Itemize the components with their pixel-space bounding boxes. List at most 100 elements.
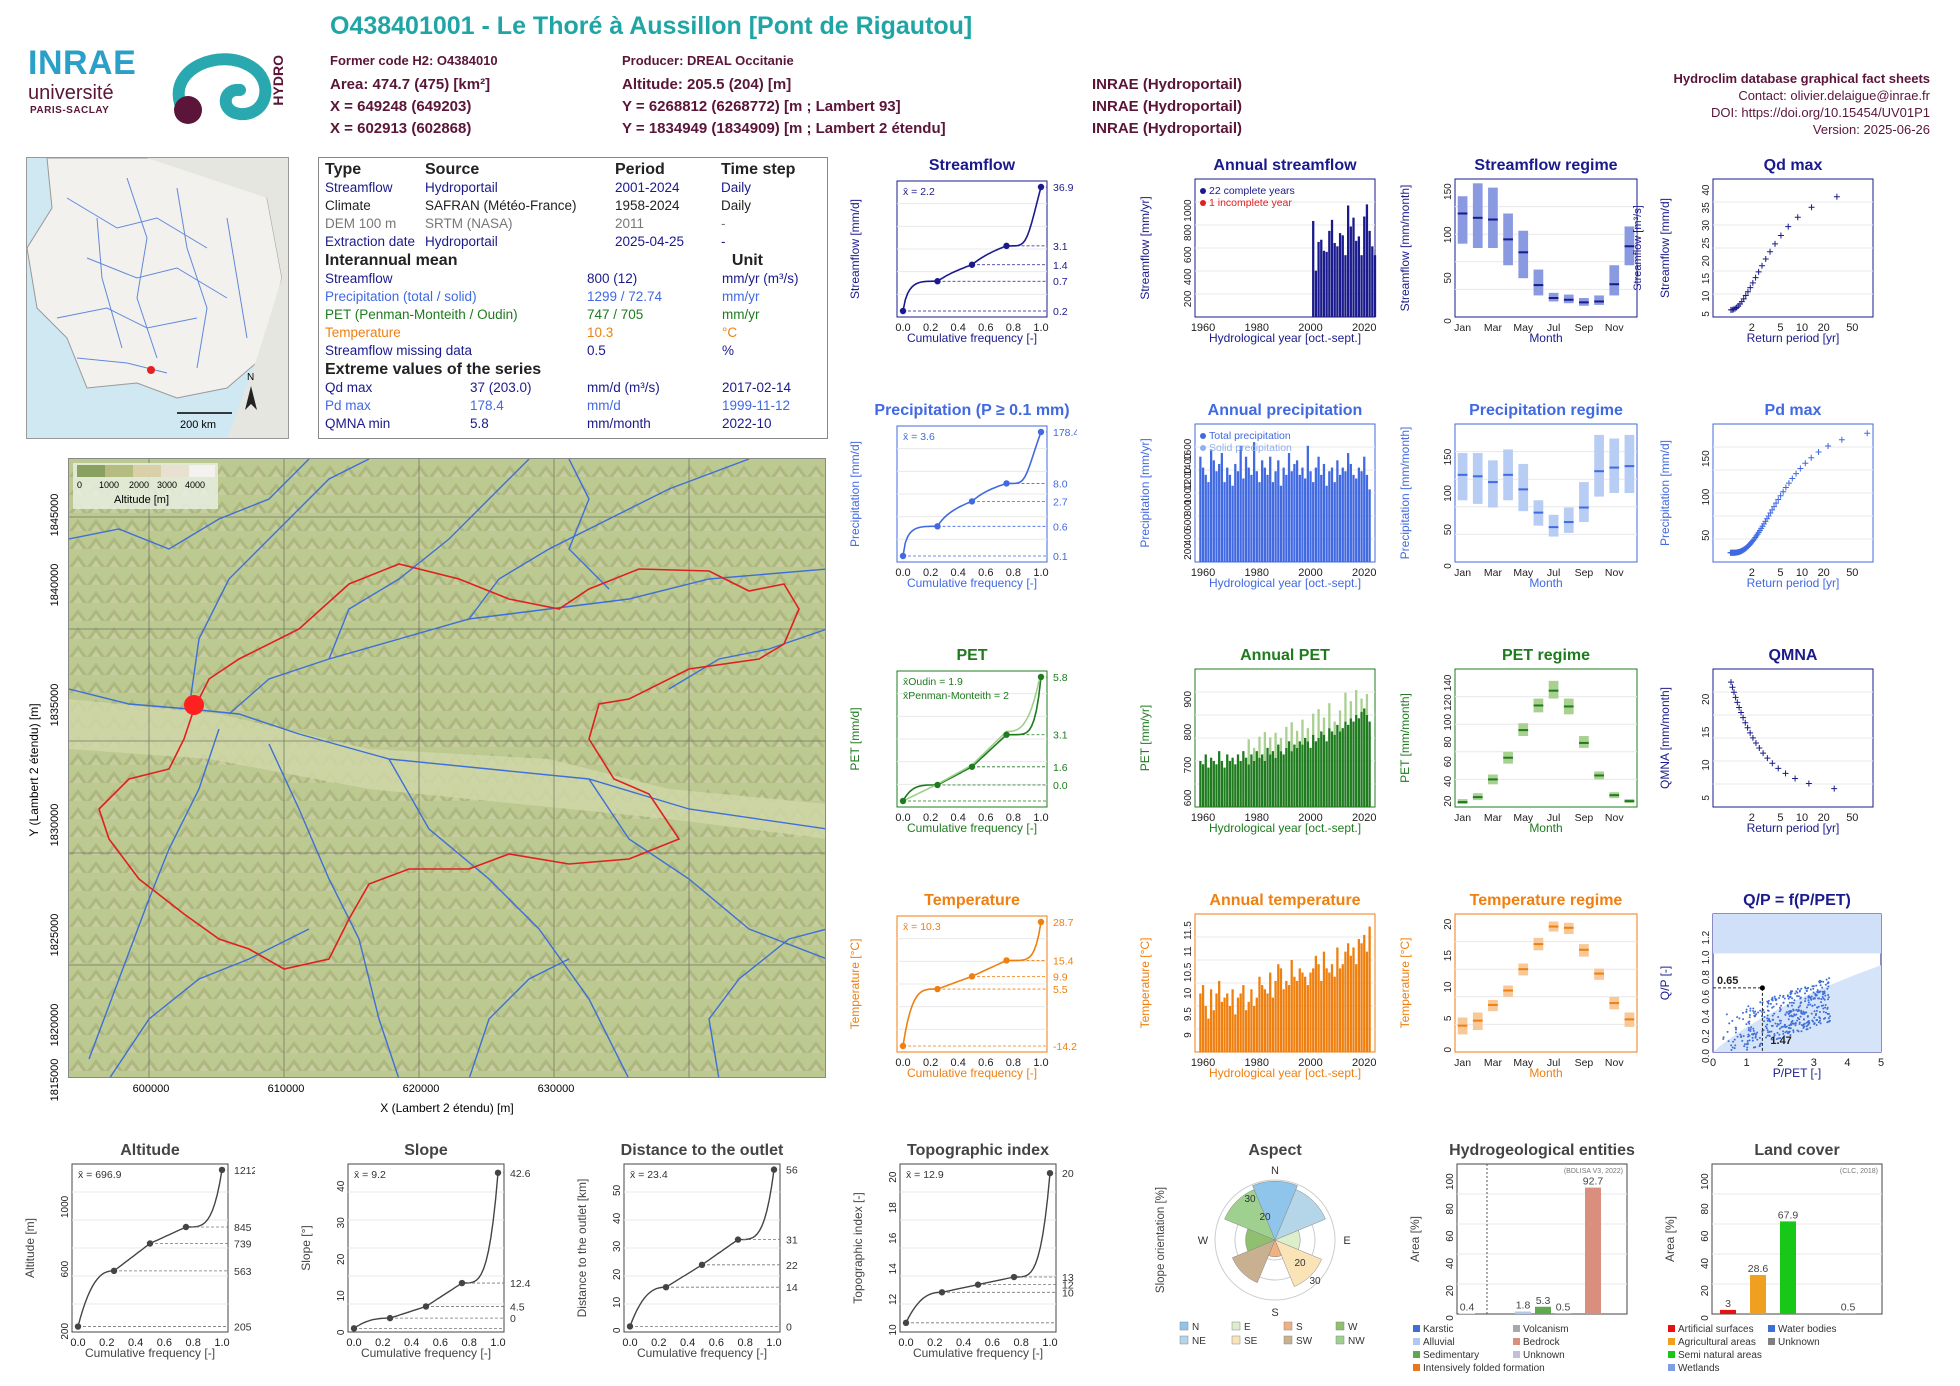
scatter-point (1779, 1019, 1782, 1022)
chart-title: Streamflow regime (1474, 157, 1617, 174)
annual-bar (1298, 968, 1301, 1052)
annual-bar (1355, 240, 1358, 317)
annual-bar (1352, 474, 1355, 562)
chart-title: Temperature (924, 892, 1020, 909)
y-tick-label: 5 (1443, 1015, 1454, 1021)
scatter-point (1777, 1016, 1780, 1019)
paris-saclay-logo: PARIS-SACLAY (30, 105, 110, 116)
legend-swatch (1200, 188, 1206, 194)
y-tick-label: 40 (336, 1180, 347, 1192)
annual-bar (1306, 445, 1309, 562)
right-tick-label: 10 (1062, 1287, 1074, 1299)
annual-bar (1250, 754, 1253, 807)
scatter-point (1807, 1001, 1810, 1004)
scatter-point (1800, 1030, 1803, 1033)
scatter-point (1813, 1016, 1816, 1019)
scatter-point (1783, 1035, 1786, 1038)
mean-label: x̄ = 9.2 (354, 1169, 386, 1181)
factsheet-doi[interactable]: DOI: https://doi.org/10.15454/UV01P1 (1711, 105, 1930, 120)
annual-bar (1304, 976, 1307, 1052)
info-cell: Streamflow (325, 271, 393, 286)
x-tick-label: 5 (1777, 812, 1783, 824)
annual-bar (1207, 767, 1210, 807)
scatter-point (1815, 1012, 1818, 1015)
annual-bar (1363, 216, 1366, 317)
annual-bar-alt (1349, 701, 1352, 719)
x-axis-label: Hydrological year [oct.-sept.] (1209, 576, 1361, 590)
x-tick-label: 0.4 (404, 1337, 419, 1349)
annual-bar (1263, 989, 1266, 1052)
scatter-point (1824, 1006, 1827, 1009)
chart-topo_cdf: Topographic index Cumulative frequency [-… (851, 1142, 1074, 1360)
annual-bar (1363, 456, 1366, 562)
x-tick-label: 0.0 (898, 1337, 913, 1349)
quantile-point (218, 1166, 226, 1174)
regime-box (1548, 514, 1559, 537)
scatter-point (1802, 1026, 1805, 1029)
legend-label: E (1244, 1322, 1251, 1333)
scatter-point (1813, 1022, 1816, 1025)
scatter-point (1756, 1038, 1759, 1041)
mean-label-2: x̄Penman-Monteith = 2 (903, 690, 1009, 702)
legend-label: W (1348, 1322, 1358, 1333)
return-point (1744, 724, 1751, 731)
info-cell: 1299 / 72.74 (587, 289, 663, 304)
scatter-point (1791, 997, 1794, 1000)
scatter-point (1725, 1013, 1728, 1016)
mean-label: x̄ = 10.3 (903, 921, 941, 933)
scatter-point (1787, 1027, 1790, 1030)
scatter-point (1791, 1022, 1794, 1025)
scatter-point (1752, 1007, 1755, 1010)
legend-label: Intensively folded formation (1423, 1363, 1545, 1374)
y-axis-label: Topographic index [-] (851, 1192, 865, 1303)
annual-bar (1333, 734, 1336, 807)
scatter-point (1825, 978, 1828, 981)
return-point (1747, 284, 1754, 291)
scatter-point (1789, 1024, 1792, 1027)
y-tick-label: 20 (612, 1268, 623, 1280)
annual-bar (1287, 453, 1291, 562)
scatter-point (1820, 1001, 1823, 1004)
y-tick-label: 1.2 (1701, 930, 1712, 944)
scatter-point (1770, 1038, 1773, 1041)
annual-bar (1282, 754, 1285, 807)
scatter-point (1732, 1040, 1735, 1043)
y-tick-label: 1200 (1183, 467, 1194, 490)
annual-bar (1287, 741, 1291, 807)
annual-bar (1247, 1001, 1250, 1052)
regime-box (1518, 230, 1529, 279)
annual-bar (1349, 955, 1352, 1052)
mean-row-pet: PET (Penman-Monteith / Oudin) 747 / 705 mm… (325, 306, 821, 324)
scatter-point (1748, 1039, 1751, 1042)
annual-bar (1290, 471, 1293, 562)
legend-label: SW (1296, 1336, 1313, 1347)
legend-label: NE (1192, 1336, 1206, 1347)
annual-bar (1317, 241, 1320, 317)
x-axis-label: Cumulative frequency [-] (913, 1346, 1043, 1360)
scatter-point (1807, 986, 1810, 989)
factsheet-contact[interactable]: Contact: olivier.delaigue@inrae.fr (1738, 88, 1930, 103)
scatter-point (1743, 1043, 1746, 1046)
annual-bar (1263, 761, 1266, 807)
right-tick-label: 28.7 (1053, 917, 1074, 929)
y-axis-label: Streamflow [mm/d] (848, 199, 862, 299)
annual-bar (1242, 985, 1245, 1052)
scatter-point (1810, 1012, 1813, 1015)
scatter-point (1794, 992, 1797, 995)
annual-bar (1239, 993, 1242, 1052)
x-tick-label: 2 (1749, 322, 1755, 334)
annual-bar (1269, 754, 1272, 807)
annual-bar (1244, 456, 1248, 562)
scatter-point (1768, 1034, 1771, 1037)
scatter-point (1770, 1030, 1773, 1033)
annual-bar (1360, 711, 1363, 807)
y-tick-label: 40 (1700, 1257, 1711, 1269)
plot-frame (1454, 423, 1638, 563)
x-tick-label: 0.4 (951, 322, 966, 334)
annual-bar (1349, 718, 1352, 807)
return-point (1808, 204, 1815, 211)
mean-label: x̄ = 23.4 (630, 1169, 668, 1181)
y-tick-label: 20 (888, 1171, 899, 1183)
x-tick-label: 2020 (1352, 322, 1376, 334)
scatter-point (1771, 996, 1774, 999)
